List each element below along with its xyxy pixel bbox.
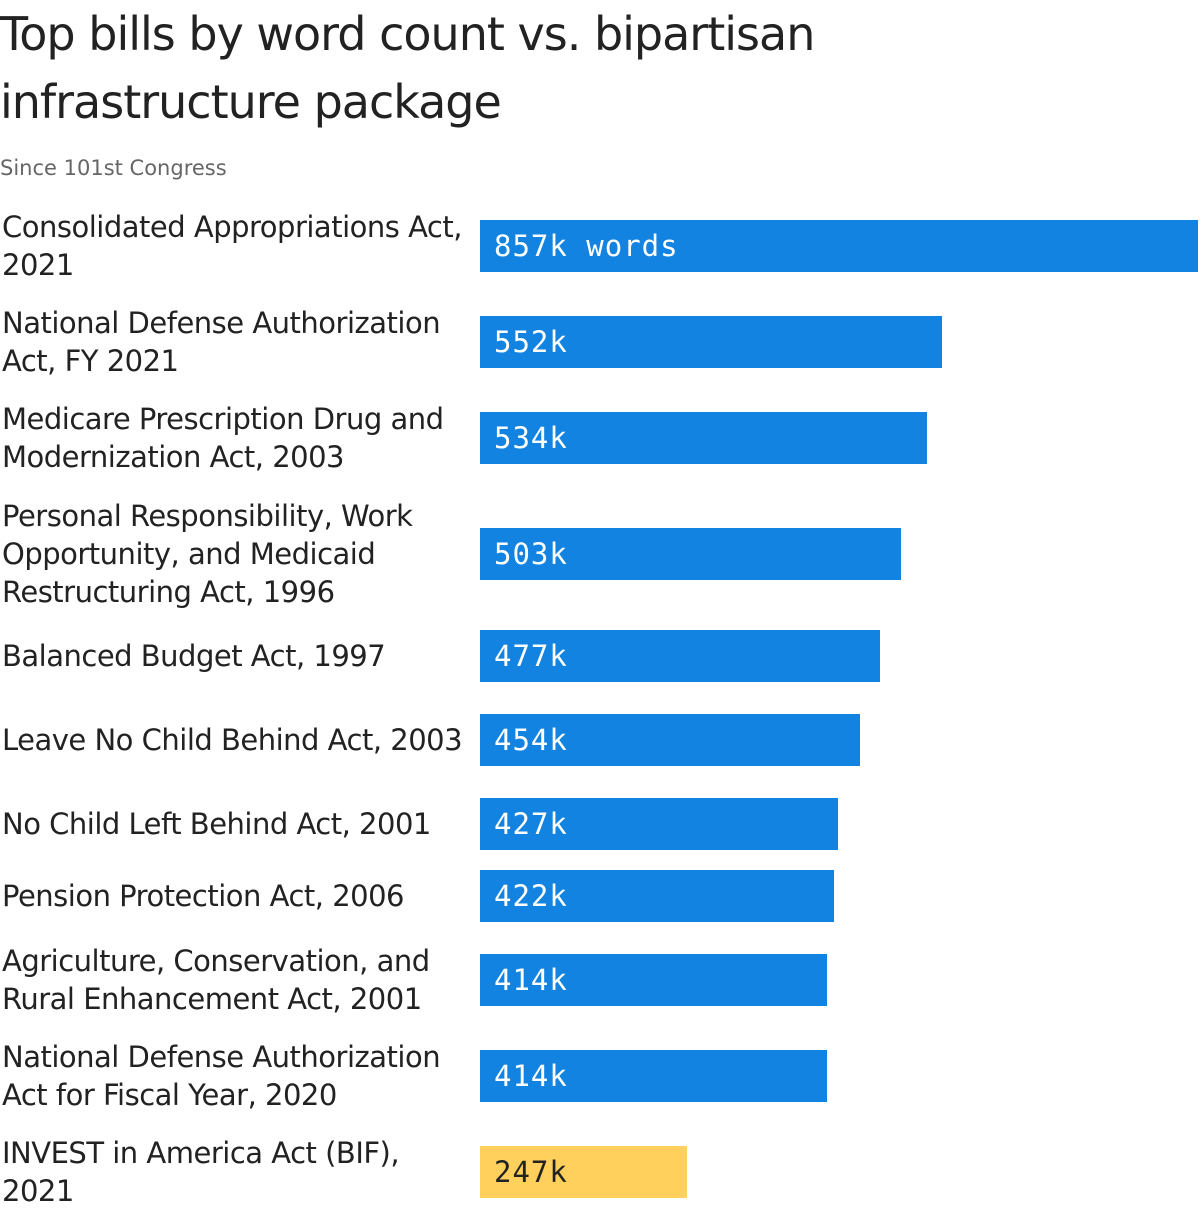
bar (480, 412, 928, 464)
category-label: Leave No Child Behind Act, 2003 (2, 723, 463, 757)
bar (480, 630, 880, 682)
value-label: 534k (494, 421, 568, 455)
bar (480, 220, 1198, 272)
category-label: National Defense Authorization Act, FY 2… (2, 306, 441, 378)
bar (480, 798, 838, 850)
value-label: 477k (494, 639, 568, 673)
category-label: National Defense Authorization Act for F… (2, 1040, 441, 1112)
value-label: 247k (494, 1155, 568, 1189)
value-label: 503k (494, 537, 568, 571)
bar (480, 1146, 687, 1198)
bar (480, 1050, 827, 1102)
bar (480, 870, 834, 922)
chart-title: Top bills by word count vs. bipartisan i… (0, 7, 815, 129)
value-label: 552k (494, 325, 568, 359)
category-label: Medicare Prescription Drug and Moderniza… (2, 402, 444, 474)
value-label: 857k words (494, 229, 679, 263)
category-label: No Child Left Behind Act, 2001 (2, 807, 431, 841)
category-label: Agriculture, Conservation, and Rural Enh… (2, 944, 430, 1016)
bar (480, 316, 943, 368)
value-label: 454k (494, 723, 568, 757)
category-label: Personal Responsibility, Work Opportunit… (2, 499, 413, 609)
bar (480, 528, 902, 580)
bar (480, 954, 827, 1006)
chart-subtitle: Since 101st Congress (0, 156, 227, 180)
category-label: Consolidated Appropriations Act, 2021 (2, 210, 462, 282)
value-label: 427k (494, 807, 568, 841)
bar (480, 714, 861, 766)
value-label: 422k (494, 879, 568, 913)
category-label: Balanced Budget Act, 1997 (2, 639, 386, 673)
category-label: Pension Protection Act, 2006 (2, 879, 405, 913)
value-label: 414k (494, 1059, 568, 1093)
category-label: INVEST in America Act (BIF), 2021 (2, 1136, 400, 1208)
value-label: 414k (494, 963, 568, 997)
